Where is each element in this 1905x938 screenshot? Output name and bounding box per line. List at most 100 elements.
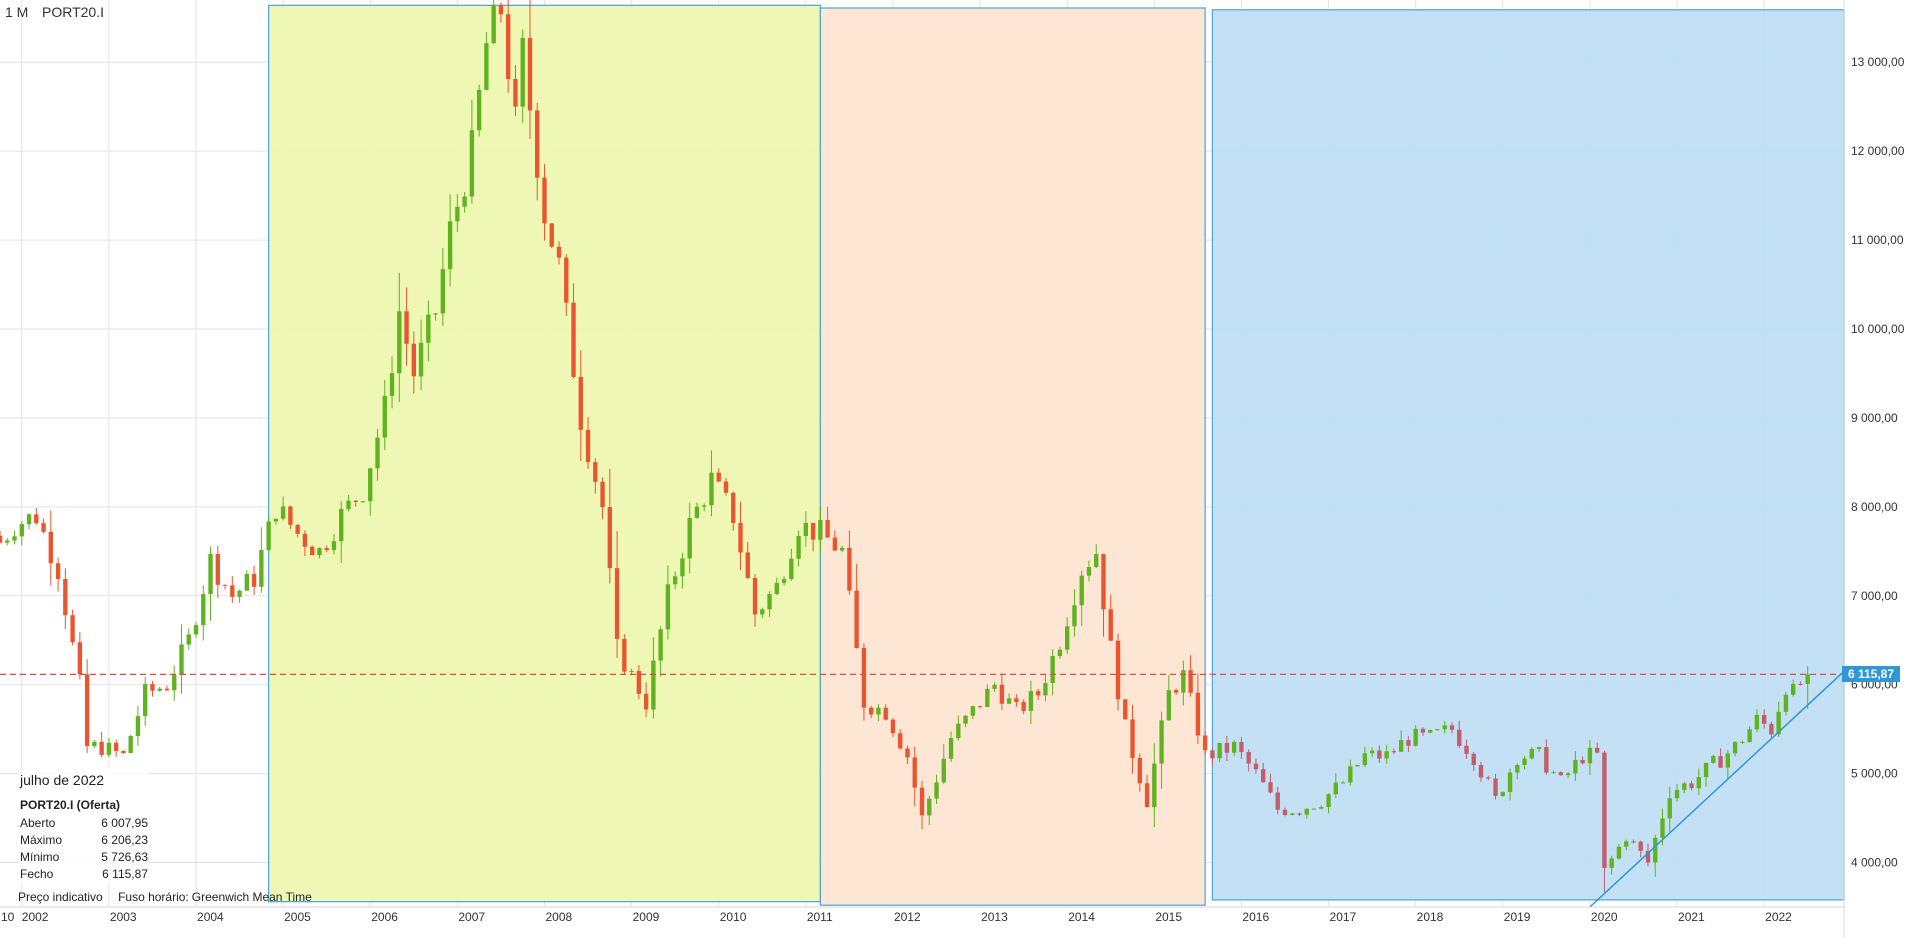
candle-body — [1101, 554, 1106, 610]
x-tick-label: 2004 — [197, 910, 224, 924]
timeframe-label[interactable]: 1 M — [5, 4, 28, 20]
ohlc-row-open: Aberto 6 007,95 — [18, 816, 148, 830]
candle-body — [1275, 792, 1280, 810]
indicative-price-note: Preço indicativo — [18, 890, 103, 904]
candle-body — [578, 376, 583, 430]
candle-body — [520, 37, 525, 107]
candle-body — [1006, 698, 1012, 704]
candle-body — [55, 563, 61, 579]
candle-body — [331, 541, 337, 551]
candle-body — [556, 246, 562, 258]
candle-body — [1696, 777, 1701, 789]
candle-body — [397, 311, 402, 374]
candle-body — [143, 684, 148, 717]
candle-body — [63, 578, 68, 616]
candle-body — [934, 782, 939, 799]
x-tick-label: 2011 — [807, 910, 833, 924]
candle-body — [1166, 690, 1172, 721]
candle-body — [295, 524, 300, 534]
candle-body — [919, 787, 925, 816]
candle-body — [172, 674, 177, 691]
candle-body — [1355, 765, 1360, 767]
candle-body — [999, 684, 1005, 704]
x-tick-label: 2002 — [22, 910, 49, 924]
candle-body — [1529, 748, 1535, 759]
candle-body — [912, 757, 917, 788]
candle-body — [41, 523, 46, 532]
candle-body — [1108, 609, 1113, 641]
candle-body — [0, 535, 3, 543]
timezone-info: Fuso horário: Greenwich Mean Time — [118, 890, 324, 904]
candle-body — [1224, 742, 1230, 753]
candle-body — [1035, 691, 1041, 696]
candle-body — [48, 531, 53, 564]
candle-body — [1747, 729, 1752, 743]
ohlc-label: Mínimo — [20, 850, 60, 864]
candle-body — [883, 707, 888, 720]
candle-body — [1587, 747, 1593, 764]
candle-body — [1761, 714, 1767, 724]
candle-body — [259, 550, 264, 587]
candle-body — [1689, 783, 1694, 789]
candle-body — [774, 582, 779, 595]
candle-body — [1638, 841, 1643, 851]
candle-body — [1079, 575, 1084, 606]
candle-body — [1028, 691, 1034, 712]
candle-body — [1624, 841, 1629, 847]
candle-body — [469, 130, 475, 197]
candle-body — [1464, 745, 1469, 754]
ohlc-row-low: Mínimo 5 726,63 — [18, 850, 148, 864]
candle-body — [193, 625, 199, 635]
candle-body — [462, 196, 467, 207]
y-tick-label: 8 000,00 — [1851, 500, 1898, 514]
candle-body — [179, 644, 184, 675]
candle-body — [273, 518, 279, 522]
candle-body — [1398, 740, 1404, 752]
overlays — [0, 670, 1845, 908]
zone-orange — [819, 7, 1206, 906]
candle-body — [1362, 753, 1368, 766]
candle-body — [12, 536, 17, 541]
candle-body — [1718, 756, 1723, 768]
candle-body — [629, 670, 634, 672]
ohlc-value: 5 726,63 — [101, 850, 148, 864]
candle-body — [266, 521, 271, 551]
candle-body — [368, 468, 373, 502]
candle-body — [1202, 735, 1208, 751]
ohlc-row-high: Máximo 6 206,23 — [18, 833, 148, 847]
candle-body — [164, 688, 170, 691]
candles — [0, 0, 1810, 893]
y-tick-label: 9 000,00 — [1851, 411, 1898, 425]
candle-body — [1290, 813, 1295, 815]
x-tick-label: 2009 — [633, 910, 660, 924]
x-tick-label: 10 — [1, 910, 15, 924]
candle-body — [1021, 701, 1026, 712]
candle-body — [643, 693, 649, 710]
candle-body — [658, 629, 663, 661]
candle-body — [411, 343, 416, 377]
candle-body — [309, 546, 315, 556]
candle-body — [106, 742, 112, 755]
candle-body — [1674, 790, 1680, 799]
candle-body — [1486, 777, 1491, 779]
symbol-label[interactable]: PORT20.I — [42, 4, 104, 20]
candle-body — [665, 584, 671, 630]
candle-body — [1754, 714, 1760, 730]
candle-body — [135, 716, 141, 737]
candle-body — [818, 519, 823, 540]
x-tick-label: 2013 — [981, 910, 1008, 924]
candle-body — [1123, 699, 1128, 720]
candle-body — [854, 590, 859, 648]
candle-body — [694, 506, 700, 518]
ohlc-label: Fecho — [20, 867, 54, 881]
candle-body — [1326, 794, 1331, 808]
x-tick-label: 2010 — [720, 910, 747, 924]
candle-body — [585, 429, 591, 463]
candle-body — [876, 707, 881, 715]
candle-body — [1798, 683, 1803, 685]
candle-body — [898, 733, 903, 749]
candle-body — [1094, 554, 1099, 568]
candle-body — [1413, 728, 1418, 746]
candle-body — [1311, 808, 1317, 810]
